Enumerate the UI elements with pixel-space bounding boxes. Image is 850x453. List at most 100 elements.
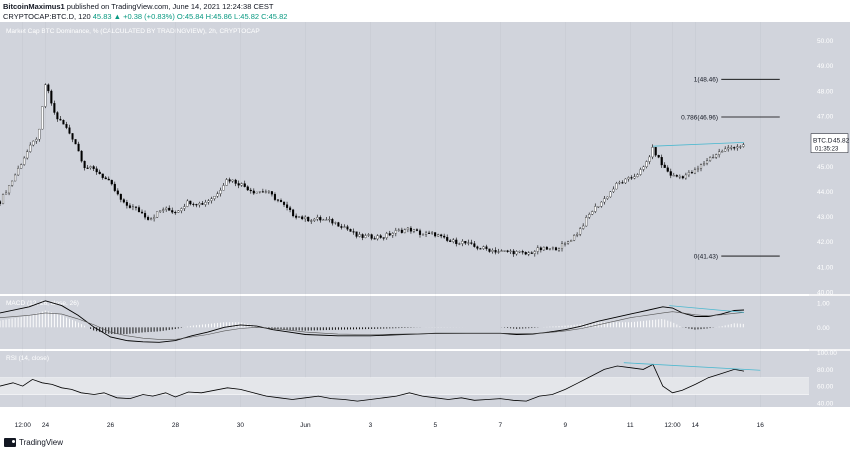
candle-body (681, 176, 684, 179)
candle-body (86, 167, 89, 169)
candle-body (678, 176, 681, 178)
candle-body (642, 166, 645, 170)
rsi-tick-label: 80.00 (817, 367, 834, 374)
candle-body (497, 251, 500, 253)
candle-body (346, 226, 349, 230)
candle-body (539, 247, 542, 251)
candle-body (730, 147, 733, 149)
candle-body (328, 219, 331, 221)
rsi-band (0, 377, 809, 395)
time-tick-label: 11 (627, 422, 634, 429)
candle-body (267, 191, 270, 193)
macd-title: MACD (12, 26, close, 26) (6, 300, 79, 307)
candle-body (449, 240, 452, 242)
candle-body (295, 215, 298, 218)
symbol-name: CRYPTOCAP:BTC.D, 120 (3, 12, 91, 21)
candle-body (101, 173, 104, 178)
candle-body (657, 155, 660, 158)
time-tick-label: 12:00 (664, 422, 681, 429)
candle-body (428, 232, 431, 234)
rsi-title: RSI (14, close) (6, 355, 49, 362)
candle-body (512, 250, 515, 255)
price-tick-label: 41.00 (817, 264, 834, 271)
candle-body (150, 218, 153, 220)
candle-body (424, 232, 428, 235)
candle-body (131, 206, 134, 208)
candle-body (488, 248, 491, 252)
candle-body (301, 216, 304, 220)
candle-body (77, 143, 80, 152)
candle-body (168, 207, 171, 211)
published-text: published on TradingView.com, June 14, 2… (66, 2, 274, 11)
candle-body (651, 147, 654, 158)
footer-brand[interactable]: TradingView (19, 438, 64, 447)
candle-body (8, 185, 11, 194)
last-price-box (810, 133, 849, 153)
candle-body (570, 240, 573, 242)
candle-body (551, 247, 554, 249)
candle-body (38, 128, 41, 140)
candle-body (11, 180, 14, 186)
candle-body (669, 171, 672, 176)
candle-body (95, 168, 98, 173)
candle-body (334, 222, 337, 224)
price-axis (809, 22, 850, 407)
candle-body (576, 234, 579, 236)
candle-body (437, 234, 440, 237)
candle-body (53, 103, 56, 113)
candle-body (125, 202, 128, 206)
candle-body (116, 190, 119, 195)
candle-body (733, 147, 736, 149)
candle-body (591, 211, 594, 215)
candle-body (198, 203, 201, 206)
candle-body (624, 178, 627, 184)
candle-body (382, 237, 385, 239)
candle-body (310, 220, 313, 222)
rsi-line (0, 363, 745, 402)
candle-body (446, 237, 449, 241)
candle-body (1, 194, 5, 204)
candle-body (527, 252, 530, 255)
candle-body (322, 219, 325, 221)
candle-body (533, 251, 536, 254)
candle-body (455, 239, 458, 245)
time-tick-label: Jun (300, 422, 311, 429)
candle-body (391, 233, 394, 236)
rsi-tick-label: 100.00 (817, 350, 837, 357)
candle-body (406, 227, 409, 230)
candle-body (494, 250, 497, 253)
candle-body (636, 174, 639, 177)
candle-body (14, 174, 17, 182)
candle-body (458, 243, 461, 245)
main-pane-title: Market Cap BTC Dominance, % (CALCULATED … (6, 28, 260, 35)
chart-area[interactable]: 40.0041.0042.0043.0044.0045.0046.0047.00… (0, 22, 850, 436)
candle-body (376, 235, 379, 240)
time-tick-label: 30 (237, 422, 245, 429)
candle-body (285, 204, 289, 208)
publisher-name[interactable]: BitcoinMaximus1 (3, 2, 65, 11)
candle-body (355, 231, 358, 237)
candle-body (219, 190, 222, 194)
price-tick-label: 40.00 (817, 290, 834, 297)
candle-body (107, 178, 110, 181)
candle-body (606, 196, 609, 199)
candle-body (137, 207, 141, 213)
candle-body (41, 106, 44, 130)
price-tick-label: 44.00 (817, 189, 834, 196)
candle-body (207, 200, 210, 203)
candle-body (370, 234, 373, 239)
candle-body (307, 216, 310, 222)
rsi-divergence-line (623, 362, 761, 371)
candle-body (666, 167, 669, 172)
candle-body (62, 120, 65, 125)
candle-body (258, 191, 261, 193)
candle-body (165, 207, 168, 210)
candle-body (724, 148, 727, 152)
candle-body (721, 151, 724, 153)
candle-body (313, 218, 316, 221)
candle-body (29, 144, 32, 152)
candle-body (705, 160, 709, 164)
candle-body (47, 84, 50, 92)
candle-body (379, 235, 382, 238)
candle-body (482, 246, 485, 249)
